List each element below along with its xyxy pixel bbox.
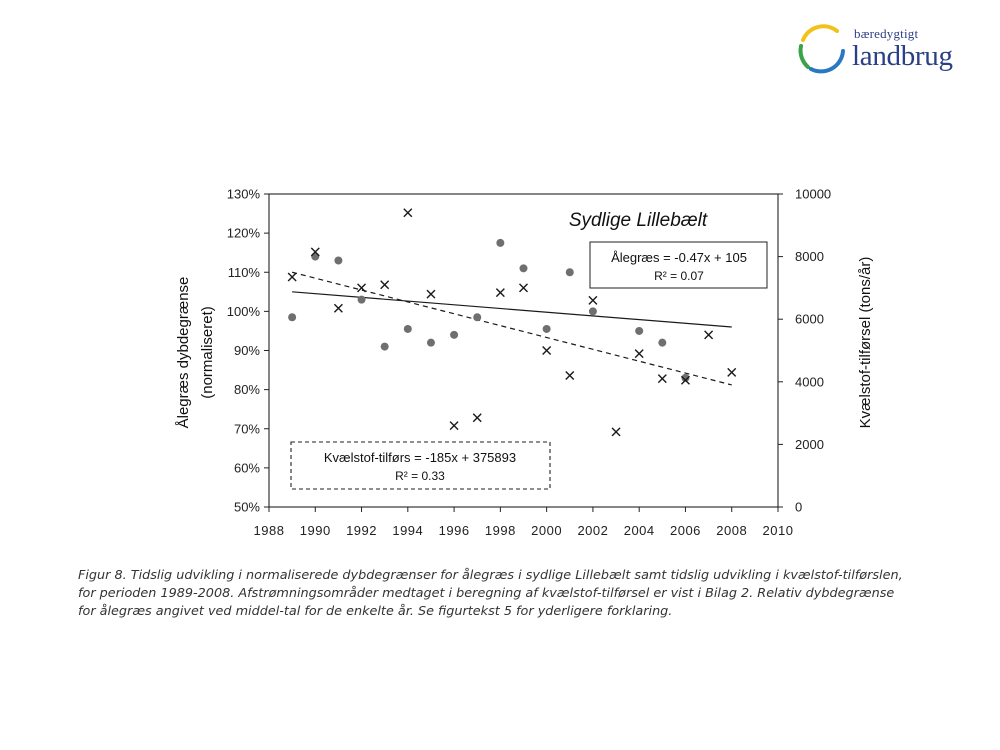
x-tick-label: 2000 bbox=[531, 523, 562, 538]
x-tick-label: 1990 bbox=[300, 523, 331, 538]
kvaelstof-point bbox=[565, 371, 575, 381]
alegraes-equation: Ålegræs = -0.47x + 105 bbox=[611, 250, 747, 265]
kvaelstof-point bbox=[310, 247, 320, 257]
kvaelstof-point bbox=[426, 289, 436, 299]
y-right-axis-label: Kvælstof-tilførsel (tons/år) bbox=[857, 257, 874, 429]
x-tick-label: 2006 bbox=[670, 523, 701, 538]
alegraes-point bbox=[635, 326, 644, 335]
kvaelstof-trendline bbox=[291, 271, 732, 386]
chart: 50% 60% 70% 80% 90% 100% 110% 120% 130% 0 2000 4000… bbox=[175, 187, 874, 539]
y-left-tick-label: 80% bbox=[234, 382, 260, 397]
alegraes-r2: R² = 0.07 bbox=[654, 269, 704, 283]
x-tick-label: 1992 bbox=[346, 523, 377, 538]
alegraes-point bbox=[519, 264, 528, 273]
y-left-tick-label: 100% bbox=[227, 304, 261, 319]
kvaelstof-point bbox=[519, 283, 528, 293]
x-tick-label: 1996 bbox=[439, 523, 470, 538]
x-tick-label: 1998 bbox=[485, 523, 516, 538]
kvaelstof-point bbox=[542, 346, 552, 355]
chart-title: Sydlige Lillebælt bbox=[569, 210, 708, 231]
kvaelstof-r2: R² = 0.33 bbox=[395, 469, 445, 483]
alegraes-point bbox=[658, 338, 667, 347]
alegraes-point bbox=[681, 373, 690, 382]
logo: bæredygtigt landbrug bbox=[794, 22, 964, 80]
kvaelstof-point bbox=[380, 280, 390, 290]
kvaelstof-point bbox=[727, 367, 737, 377]
alegraes-point bbox=[357, 295, 366, 304]
y-left-tick-label: 130% bbox=[227, 187, 261, 202]
alegraes-point bbox=[496, 238, 505, 247]
alegraes-point bbox=[334, 256, 343, 265]
kvaelstof-point bbox=[472, 413, 482, 423]
alegraes-equation-box bbox=[589, 241, 768, 289]
kvaelstof-point bbox=[357, 283, 367, 293]
y-right-tick-label: 10000 bbox=[795, 187, 831, 202]
y-left-tick-label: 120% bbox=[227, 226, 261, 241]
kvaelstof-point bbox=[495, 288, 505, 298]
logo-small-text: bæredygtigt bbox=[854, 26, 919, 41]
x-tick-label: 2010 bbox=[763, 523, 794, 538]
chart-figure: 50% 60% 70% 80% 90% 100% 110% 120% 130% 0 2000 4000… bbox=[150, 180, 890, 550]
alegraes-point bbox=[380, 342, 389, 351]
kvaelstof-point bbox=[704, 330, 714, 340]
alegraes-point bbox=[542, 324, 551, 333]
x-tick-label: 1988 bbox=[254, 523, 285, 538]
y-right-tick-label: 4000 bbox=[795, 374, 824, 389]
alegraes-point bbox=[565, 268, 574, 277]
logo-ring-icon bbox=[798, 24, 845, 74]
logo-big-text: landbrug bbox=[852, 40, 953, 72]
y-left-tick-label: 60% bbox=[234, 460, 260, 475]
alegraes-point bbox=[450, 330, 459, 339]
figure-caption: Figur 8. Tidslig udvikling i normalisere… bbox=[78, 568, 903, 619]
x-tick-label: 2002 bbox=[577, 523, 608, 538]
alegraes-point bbox=[588, 307, 597, 316]
alegraes-point bbox=[426, 338, 435, 347]
kvaelstof-point bbox=[588, 295, 598, 305]
kvaelstof-equation-box bbox=[290, 441, 551, 490]
kvaelstof-point bbox=[333, 303, 343, 313]
y-right-tick-label: 0 bbox=[795, 500, 802, 515]
x-tick-label: 1994 bbox=[392, 523, 423, 538]
x-tick-label: 2004 bbox=[624, 523, 655, 538]
y-left-tick-label: 50% bbox=[234, 500, 260, 515]
alegraes-trendline bbox=[292, 291, 732, 328]
y-left-axis-label-sub: (normaliseret) bbox=[199, 306, 216, 399]
y-left-axis-label: Ålegræs dybdegrænse bbox=[175, 277, 192, 429]
kvaelstof-point bbox=[634, 349, 644, 359]
y-right-tick-label: 8000 bbox=[795, 249, 824, 264]
kvaelstof-point bbox=[403, 208, 413, 218]
kvaelstof-equation: Kvælstof-tilførs = -185x + 375893 bbox=[324, 450, 516, 465]
y-right-tick-label: 2000 bbox=[795, 437, 824, 452]
kvaelstof-point bbox=[449, 421, 459, 431]
alegraes-point bbox=[403, 324, 412, 333]
kvaelstof-point bbox=[657, 374, 667, 384]
x-tick-label: 2008 bbox=[716, 523, 747, 538]
y-left-tick-label: 70% bbox=[234, 421, 260, 436]
kvaelstof-point bbox=[287, 272, 297, 282]
y-left-tick-label: 90% bbox=[234, 343, 260, 358]
alegraes-point bbox=[473, 313, 482, 322]
alegraes-point bbox=[288, 313, 297, 322]
kvaelstof-point bbox=[680, 375, 690, 385]
y-left-tick-label: 110% bbox=[228, 265, 261, 280]
kvaelstof-point bbox=[611, 427, 621, 437]
y-right-tick-label: 6000 bbox=[795, 312, 824, 327]
